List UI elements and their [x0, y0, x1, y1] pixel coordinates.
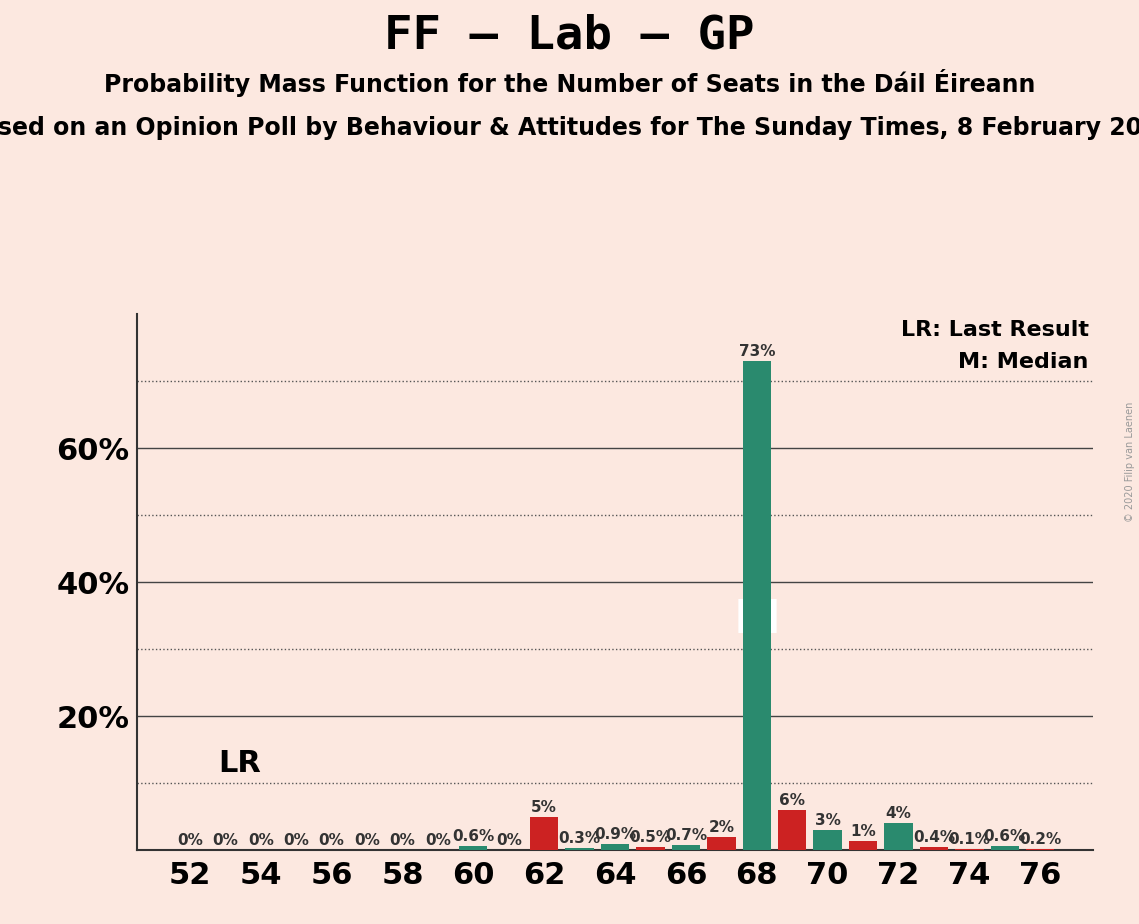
Bar	[743, 361, 771, 850]
Text: 0%: 0%	[177, 833, 203, 848]
Text: LR: LR	[219, 748, 261, 778]
Text: 0.7%: 0.7%	[665, 829, 707, 844]
Text: 0.2%: 0.2%	[1019, 832, 1062, 846]
Text: M: Median: M: Median	[958, 352, 1089, 371]
Text: 0%: 0%	[354, 833, 380, 848]
Bar	[849, 842, 877, 850]
Text: 0%: 0%	[248, 833, 273, 848]
Text: 0.3%: 0.3%	[558, 831, 600, 846]
Bar	[884, 823, 912, 850]
Text: 5%: 5%	[531, 799, 557, 815]
Text: 1%: 1%	[850, 824, 876, 839]
Text: 0%: 0%	[319, 833, 344, 848]
Bar	[1026, 849, 1055, 850]
Bar	[920, 847, 948, 850]
Bar	[813, 830, 842, 850]
Text: M: M	[734, 598, 780, 643]
Bar	[530, 817, 558, 850]
Text: 6%: 6%	[779, 793, 805, 808]
Bar	[778, 809, 806, 850]
Text: 0%: 0%	[425, 833, 451, 848]
Bar	[565, 848, 593, 850]
Text: 0.6%: 0.6%	[984, 829, 1026, 844]
Bar	[601, 844, 629, 850]
Text: 0%: 0%	[495, 833, 522, 848]
Text: LR: Last Result: LR: Last Result	[901, 320, 1089, 339]
Text: 0%: 0%	[390, 833, 416, 848]
Text: 2%: 2%	[708, 820, 735, 834]
Text: 4%: 4%	[886, 807, 911, 821]
Text: Probability Mass Function for the Number of Seats in the Dáil Éireann: Probability Mass Function for the Number…	[104, 69, 1035, 97]
Bar	[672, 845, 700, 850]
Text: FF – Lab – GP: FF – Lab – GP	[384, 14, 755, 59]
Bar	[459, 846, 487, 850]
Text: Based on an Opinion Poll by Behaviour & Attitudes for The Sunday Times, 8 Februa: Based on an Opinion Poll by Behaviour & …	[0, 116, 1139, 140]
Text: 0.9%: 0.9%	[595, 827, 636, 842]
Bar	[991, 846, 1019, 850]
Text: 0.1%: 0.1%	[949, 833, 991, 847]
Text: 0%: 0%	[212, 833, 238, 848]
Text: 0.4%: 0.4%	[913, 831, 954, 845]
Bar	[637, 846, 665, 850]
Bar	[707, 837, 736, 850]
Text: 0.5%: 0.5%	[630, 830, 672, 845]
Text: 3%: 3%	[814, 813, 841, 828]
Text: 73%: 73%	[738, 344, 775, 359]
Text: © 2020 Filip van Laenen: © 2020 Filip van Laenen	[1125, 402, 1134, 522]
Text: 0.6%: 0.6%	[452, 829, 494, 844]
Text: 0%: 0%	[284, 833, 309, 848]
